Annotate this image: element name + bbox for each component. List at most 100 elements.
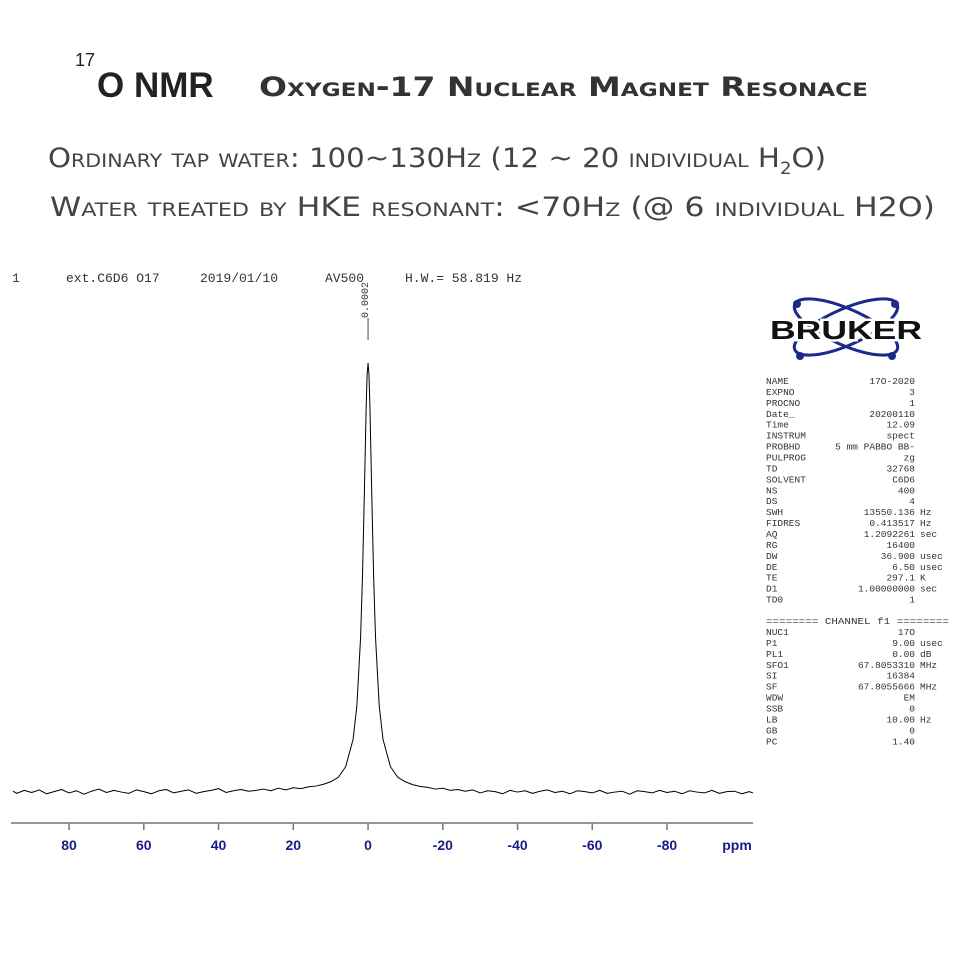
- param-name: PULPROG: [766, 453, 806, 464]
- x-tick-label: 60: [136, 837, 152, 853]
- param-unit: Hz: [920, 518, 931, 529]
- param-name: EXPNO: [766, 387, 795, 398]
- title: O NMR: [97, 66, 214, 105]
- spectrum-line: [12, 362, 754, 795]
- title-superscript: 17: [75, 50, 95, 70]
- param-value: 13550.136: [864, 507, 916, 518]
- x-tick-label: 40: [211, 837, 227, 853]
- param-value: 17O: [898, 627, 915, 638]
- x-tick-label: -60: [582, 837, 602, 853]
- param-value: 20200110: [869, 409, 915, 420]
- param-value: 1: [909, 398, 915, 409]
- param-name: GB: [766, 725, 778, 736]
- spectrum-annotation: AV500: [325, 271, 364, 286]
- param-unit: Hz: [920, 714, 931, 725]
- param-name: WDW: [766, 693, 783, 704]
- param-name: PROBHD: [766, 442, 801, 453]
- logo-dot: [793, 300, 801, 308]
- logo-dot: [891, 300, 899, 308]
- param-unit: K: [920, 573, 926, 584]
- param-value: 32768: [886, 463, 915, 474]
- x-tick-label: -20: [433, 837, 453, 853]
- spectrum-annotation: 1: [12, 271, 20, 286]
- param-name: TD: [766, 463, 778, 474]
- subtitle: Oxygen-17 Nuclear Magnet Resonace: [259, 72, 868, 103]
- param-value: 67.8053310: [858, 660, 915, 671]
- param-name: FIDRES: [766, 518, 801, 529]
- param-unit: Hz: [920, 507, 931, 518]
- param-value: 16400: [886, 540, 915, 551]
- param-value: 12.09: [886, 420, 915, 431]
- x-tick-label: -40: [507, 837, 527, 853]
- param-name: SWH: [766, 507, 783, 518]
- spectrum-annotation: 2019/01/10: [200, 271, 278, 286]
- param-unit: sec: [920, 584, 937, 595]
- description-text: Ordinary tap water: 100~130Hz (12 ~ 20 i…: [48, 143, 780, 174]
- spectrum-annotation: ext.C6D6 O17: [66, 271, 160, 286]
- param-value: 17O-2020: [869, 376, 915, 387]
- description-line: Ordinary tap water: 100~130Hz (12 ~ 20 i…: [48, 143, 826, 179]
- param-value: 4: [909, 496, 915, 507]
- param-name: PL1: [766, 649, 783, 660]
- param-value: 16384: [886, 671, 915, 682]
- param-value: 1.2092261: [864, 529, 916, 540]
- param-name: P1: [766, 638, 778, 649]
- param-name: DE: [766, 562, 778, 573]
- bruker-logo: BRUKER: [768, 297, 925, 360]
- param-name: DW: [766, 551, 778, 562]
- logo-dot: [888, 352, 896, 360]
- param-name: NS: [766, 485, 778, 496]
- x-tick-label: 80: [61, 837, 77, 853]
- param-unit: usec: [920, 562, 943, 573]
- param-name: AQ: [766, 529, 778, 540]
- x-tick-label: -80: [657, 837, 677, 853]
- x-tick-label: 20: [286, 837, 302, 853]
- param-name: D1: [766, 584, 778, 595]
- description-text: O): [792, 143, 826, 174]
- param-value: 1.00000000: [858, 584, 915, 595]
- param-unit: usec: [920, 638, 943, 649]
- param-name: NUC1: [766, 627, 789, 638]
- param-unit: sec: [920, 529, 937, 540]
- param-section-title: ======== CHANNEL f1 ========: [766, 616, 949, 627]
- param-name: INSTRUM: [766, 431, 806, 442]
- param-value: C6D6: [892, 474, 915, 485]
- param-name: Date_: [766, 409, 795, 420]
- param-name: SOLVENT: [766, 474, 806, 485]
- param-name: SFO1: [766, 660, 789, 671]
- param-name: NAME: [766, 376, 789, 387]
- param-value: 6.50: [892, 562, 915, 573]
- param-name: TD0: [766, 595, 783, 606]
- param-value: 1.40: [892, 736, 915, 747]
- param-name: LB: [766, 714, 778, 725]
- description-line: Water treated by HKE resonant: <70Hz (@ …: [50, 192, 935, 223]
- param-name: SI: [766, 671, 777, 682]
- param-value: 1: [909, 595, 915, 606]
- param-value: spect: [886, 431, 915, 442]
- param-name: RG: [766, 540, 778, 551]
- param-value: 0.00: [892, 649, 915, 660]
- param-value: 3: [909, 387, 915, 398]
- x-axis-label: ppm: [722, 837, 752, 853]
- param-unit: dB: [920, 649, 932, 660]
- param-name: SF: [766, 682, 778, 693]
- param-value: zg: [904, 453, 915, 464]
- param-name: SSB: [766, 704, 783, 715]
- param-value: 10.00: [886, 714, 915, 725]
- param-unit: MHz: [920, 682, 937, 693]
- description-subscript: 2: [780, 159, 792, 179]
- param-value: 297.1: [886, 573, 915, 584]
- param-value: 0: [909, 725, 915, 736]
- param-value: EM: [904, 693, 916, 704]
- logo-text: BRUKER: [770, 315, 922, 345]
- param-value: 9.00: [892, 638, 915, 649]
- spectrum-annotation: H.W.= 58.819 Hz: [405, 271, 522, 286]
- x-tick-label: 0: [364, 837, 372, 853]
- param-value: 67.8055666: [858, 682, 915, 693]
- param-name: DS: [766, 496, 778, 507]
- param-name: PC: [766, 736, 778, 747]
- logo-dot: [796, 352, 804, 360]
- param-value: 36.900: [881, 551, 916, 562]
